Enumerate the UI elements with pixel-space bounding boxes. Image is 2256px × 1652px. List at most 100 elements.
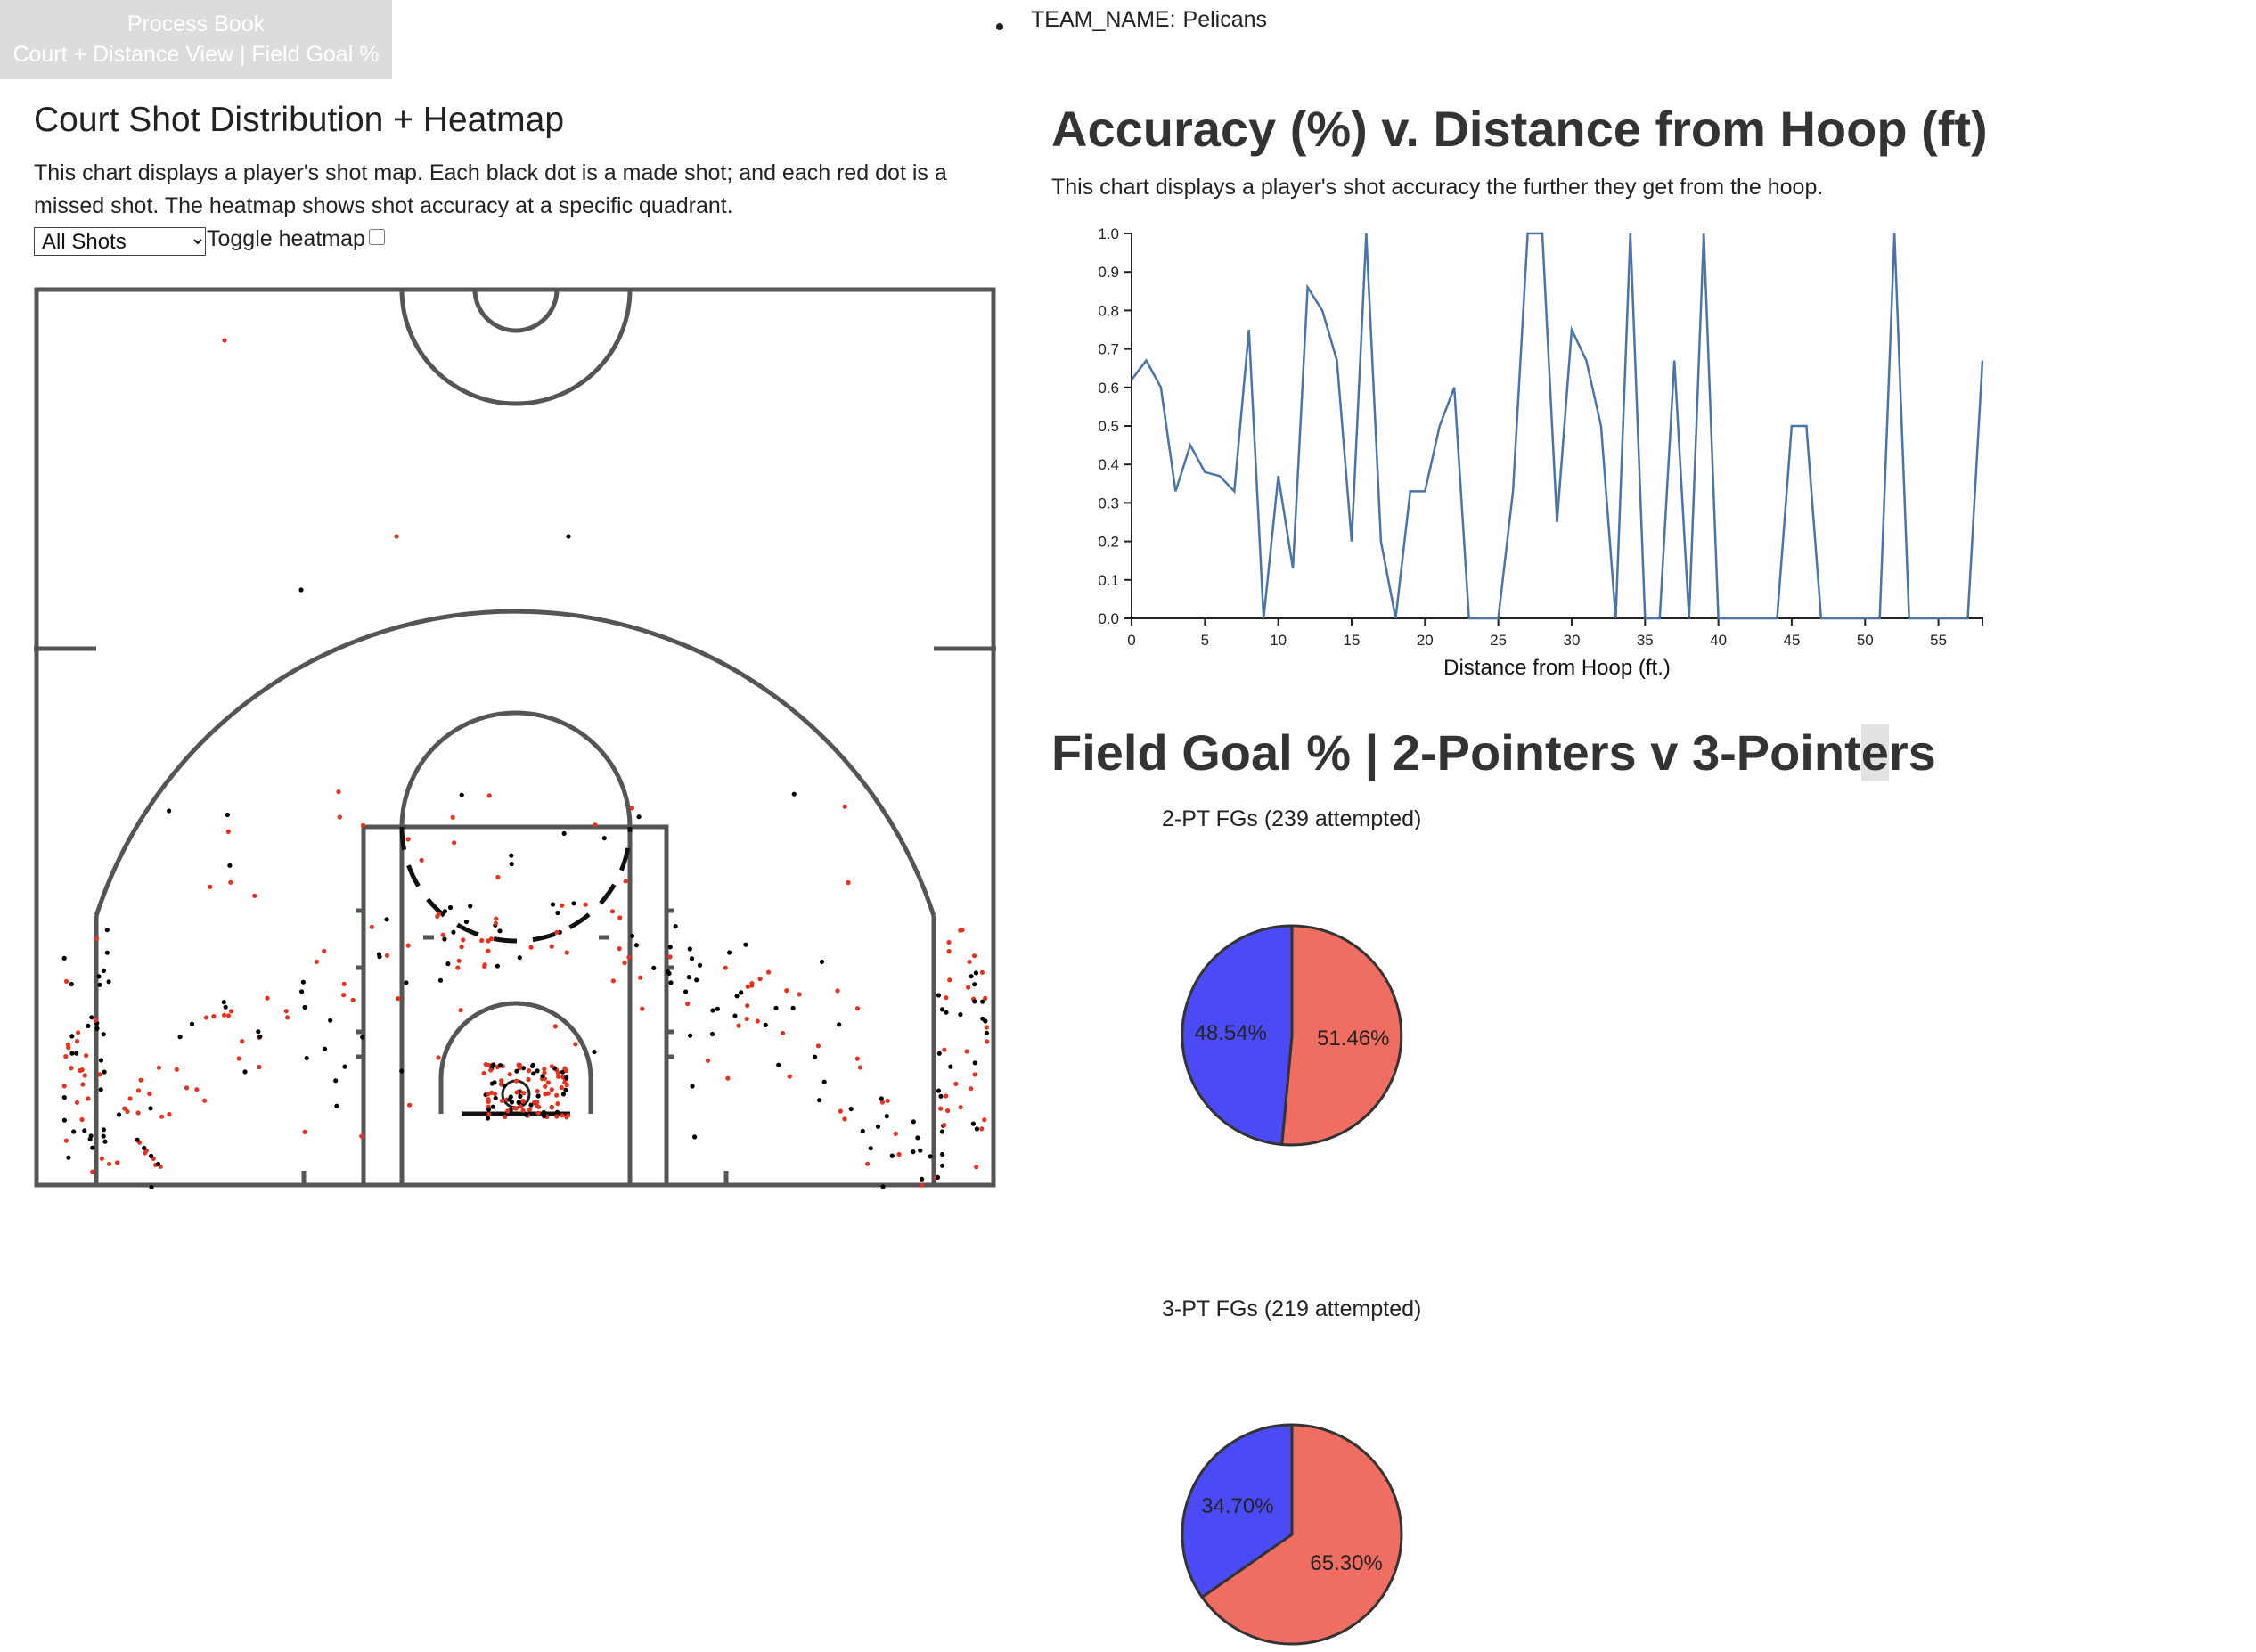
- x-tick-label: 45: [1783, 632, 1800, 649]
- y-tick-label: 0.1: [1098, 572, 1119, 589]
- shot-dot: [486, 1107, 492, 1112]
- shot-dot: [94, 936, 99, 942]
- shot-dot: [697, 962, 703, 968]
- shot-dot: [405, 943, 411, 948]
- accuracy-section-title: Accuracy (%) v. Distance from Hoop (ft): [1051, 101, 1988, 157]
- shot-dot: [626, 954, 632, 960]
- shot-dot: [436, 1055, 441, 1060]
- shot-dot: [944, 1093, 949, 1099]
- shot-dot: [384, 917, 389, 922]
- shot-dot: [727, 950, 732, 955]
- shot-filter-select[interactable]: All Shots: [34, 227, 206, 256]
- shot-dot: [559, 1084, 564, 1091]
- shot-dot: [692, 1134, 698, 1140]
- shot-dot: [610, 978, 617, 984]
- pie-slice: [1200, 1423, 1403, 1646]
- free-throw-circle-bottom: [399, 826, 633, 944]
- shot-dot: [265, 995, 270, 1001]
- shot-dot: [419, 857, 424, 863]
- shot-dot: [497, 928, 503, 934]
- shot-dot: [304, 1055, 309, 1061]
- free-throw-circle-top: [399, 710, 633, 828]
- shot-dot: [776, 1062, 781, 1067]
- shot-dot: [242, 1069, 248, 1075]
- shot-dot: [549, 1105, 554, 1110]
- shot-dot: [715, 1006, 721, 1011]
- shot-dot: [536, 1104, 542, 1109]
- shot-dot: [222, 1012, 227, 1018]
- shot-dot: [159, 1114, 165, 1119]
- two-pt-pie-title: 2-PT FGs (239 attempted): [1162, 806, 1422, 831]
- shot-dot: [174, 1067, 179, 1072]
- shot-dot: [520, 1099, 526, 1104]
- shot-dot: [399, 1068, 405, 1074]
- y-tick-label: 0.6: [1098, 380, 1119, 397]
- accuracy-line-chart: 0.0 0.1 0.2 0.3 0.4 0.5 0.6 0.7 0.8 0.9 1.0 0 5 10 15 2…: [1098, 225, 1984, 680]
- toggle-heatmap-checkbox[interactable]: [369, 229, 385, 245]
- shot-dot: [787, 1074, 792, 1079]
- shot-dot: [98, 1087, 103, 1092]
- shot-dot: [101, 1133, 106, 1139]
- shot-dot: [115, 1160, 120, 1165]
- shot-dot: [88, 1133, 94, 1139]
- shot-dot: [545, 1080, 552, 1085]
- shot-dot: [979, 1126, 985, 1132]
- shot-dot: [583, 902, 588, 907]
- shot-dot: [447, 904, 454, 911]
- shot-dot: [80, 1082, 86, 1087]
- shot-dot: [617, 946, 622, 952]
- shot-dot: [202, 1098, 208, 1103]
- fg-title-highlight: e: [1860, 724, 1889, 781]
- shot-dot: [66, 1045, 71, 1051]
- shot-dot: [571, 901, 576, 906]
- two-pt-pie-chart: 51.46% 48.54%: [1181, 924, 1403, 1147]
- shot-dot: [221, 1000, 226, 1005]
- shot-dot: [148, 1106, 153, 1111]
- shot-dot: [459, 945, 464, 950]
- shot-dot: [527, 1107, 533, 1112]
- shot-dot: [685, 1001, 691, 1007]
- shot-dot: [236, 1056, 241, 1061]
- shot-dot: [61, 1084, 67, 1089]
- shot-dot: [96, 974, 102, 979]
- shot-dot: [491, 1062, 496, 1067]
- x-tick-label: 55: [1930, 632, 1947, 649]
- shot-dot: [530, 1062, 535, 1067]
- shot-dot: [745, 1003, 750, 1009]
- shot-dot: [507, 1072, 512, 1077]
- y-tick-label: 0.2: [1098, 534, 1119, 551]
- shot-dot: [936, 1051, 942, 1056]
- shot-dot: [554, 1109, 560, 1115]
- process-book-link[interactable]: Process Book: [127, 12, 266, 37]
- shot-dot: [459, 792, 464, 797]
- court-boundary: [34, 287, 996, 1188]
- shot-dot: [104, 928, 110, 933]
- shot-dot: [384, 953, 390, 958]
- shot-dot: [63, 1054, 69, 1059]
- shot-dot: [636, 814, 642, 820]
- shot-dot: [560, 1069, 566, 1075]
- shot-dot: [490, 1104, 495, 1109]
- x-tick-label: 35: [1637, 632, 1654, 649]
- shot-dot: [350, 997, 356, 1002]
- shot-dot: [299, 989, 305, 994]
- shot-dot: [125, 1108, 130, 1115]
- pie-slice-label: 51.46%: [1317, 1026, 1389, 1051]
- shot-dot: [749, 981, 755, 986]
- shot-dot: [984, 1025, 989, 1030]
- shot-dot: [564, 1115, 569, 1120]
- shot-dot: [944, 1010, 949, 1015]
- shot-dot: [509, 862, 514, 867]
- shot-dot: [442, 936, 447, 942]
- court-section-description: This chart displays a player's shot map.…: [34, 160, 947, 218]
- shot-dot: [842, 1116, 847, 1122]
- shot-dot: [528, 945, 534, 950]
- shot-dot: [336, 789, 341, 795]
- court-section-title: Court Shot Distribution + Heatmap: [34, 101, 565, 139]
- shot-dot: [562, 1080, 568, 1085]
- views-link[interactable]: Court + Distance View | Field Goal %: [12, 42, 380, 67]
- shot-dot: [665, 969, 671, 975]
- shot-dot: [532, 1100, 537, 1106]
- shot-dot: [222, 338, 227, 343]
- y-tick-label: 0.0: [1098, 610, 1119, 627]
